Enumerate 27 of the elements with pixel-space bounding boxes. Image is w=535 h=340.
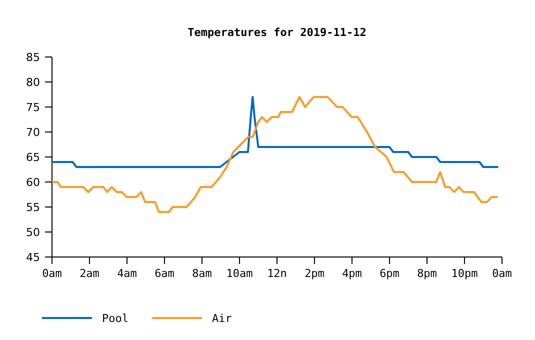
y-tick-label: 50 <box>26 226 40 239</box>
x-tick-label: 10pm <box>451 267 478 280</box>
x-tick-label: 4am <box>117 267 138 280</box>
x-tick-label: 4pm <box>342 267 362 280</box>
x-tick-label: 6am <box>154 267 175 280</box>
legend-label: Air <box>212 312 232 325</box>
line-series <box>51 96 500 168</box>
line-series <box>51 96 499 213</box>
x-tick-label: 8am <box>192 267 212 280</box>
x-tick-label: 0am <box>42 267 62 280</box>
y-tick-label: 45 <box>26 251 40 264</box>
y-tick-label: 65 <box>26 151 40 164</box>
y-tick-label: 70 <box>26 126 40 139</box>
y-tick-label: 60 <box>26 176 40 189</box>
legend-label: Pool <box>102 312 128 325</box>
x-tick-label: 0am <box>492 267 512 280</box>
y-tick-label: 80 <box>26 76 40 89</box>
y-tick-label: 75 <box>26 101 40 114</box>
x-tick-label: 6pm <box>380 267 400 280</box>
x-tick-label: 2am <box>80 267 100 280</box>
y-tick-label: 85 <box>26 51 40 64</box>
x-tick-label: 8pm <box>417 267 438 280</box>
x-tick-label: 2pm <box>304 267 325 280</box>
chart-title: Temperatures for 2019-11-12 <box>188 26 366 39</box>
y-tick-label: 55 <box>26 201 40 214</box>
x-tick-label: 10am <box>226 267 254 280</box>
x-tick-label: 12n <box>267 267 287 280</box>
